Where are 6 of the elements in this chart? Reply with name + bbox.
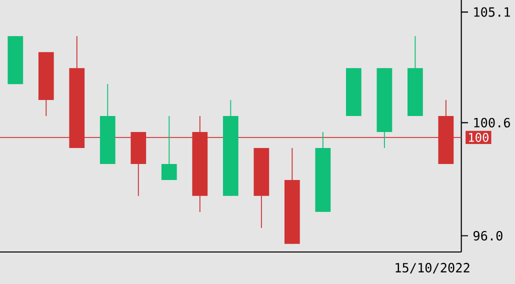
y-tick-label: 100.6 <box>474 118 510 128</box>
y-tick-label: 105.1 <box>474 7 510 17</box>
ref-line-label: 100 <box>469 132 488 142</box>
y-tick-label: 96.0 <box>474 230 502 241</box>
candlestick <box>161 116 177 180</box>
text: 15/10/2022 <box>396 262 470 274</box>
